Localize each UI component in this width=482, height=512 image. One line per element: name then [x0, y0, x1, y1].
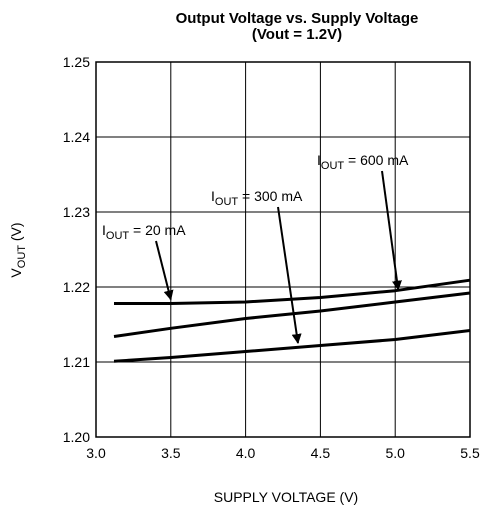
annotation-sub: OUT — [321, 160, 345, 172]
plot-frame — [96, 62, 470, 437]
annotation-label-1: IOUT = 300 mA — [211, 188, 303, 208]
annotation-label-0: IOUT = 20 mA — [102, 222, 186, 242]
annotation-arrow-2 — [382, 171, 398, 290]
annotation-arrow-0 — [156, 241, 171, 300]
y-tick-label: 1.21 — [63, 354, 90, 370]
series-lines — [114, 280, 470, 361]
y-axis-label: VOUT (V) — [8, 222, 28, 277]
annotation-post: = 20 mA — [129, 222, 186, 238]
annotation-arrow-1 — [278, 207, 298, 343]
annotation-post: = 600 mA — [344, 152, 409, 168]
x-tick-label: 3.0 — [86, 445, 106, 461]
x-tick-label: 4.0 — [236, 445, 256, 461]
x-tick-label: 5.5 — [460, 445, 480, 461]
annotation-sub: OUT — [215, 196, 239, 208]
y-axis-label-sub: OUT — [16, 245, 28, 269]
tick-labels: 3.0 3.5 4.0 4.5 5.0 5.5 1.20 1.21 1.22 1.23 1.24 1.… — [63, 54, 480, 461]
y-axis-label-unit: (V) — [8, 222, 24, 245]
chart-title-line1: Output Voltage vs. Supply Voltage — [176, 10, 419, 27]
annotation-sub: OUT — [106, 230, 130, 242]
x-axis-label: SUPPLY VOLTAGE (V) — [214, 489, 358, 505]
y-tick-label: 1.20 — [63, 429, 90, 445]
chart-title-line2: (Vout = 1.2V) — [252, 26, 342, 43]
y-tick-label: 1.25 — [63, 54, 90, 70]
y-tick-label: 1.23 — [63, 204, 90, 220]
x-tick-label: 5.0 — [385, 445, 405, 461]
y-tick-label: 1.22 — [63, 279, 90, 295]
x-tick-label: 4.5 — [311, 445, 331, 461]
y-tick-label: 1.24 — [63, 129, 90, 145]
annotation-post: = 300 mA — [238, 188, 303, 204]
x-tick-label: 3.5 — [161, 445, 181, 461]
series-line-1 — [114, 331, 470, 362]
grid — [96, 62, 470, 437]
